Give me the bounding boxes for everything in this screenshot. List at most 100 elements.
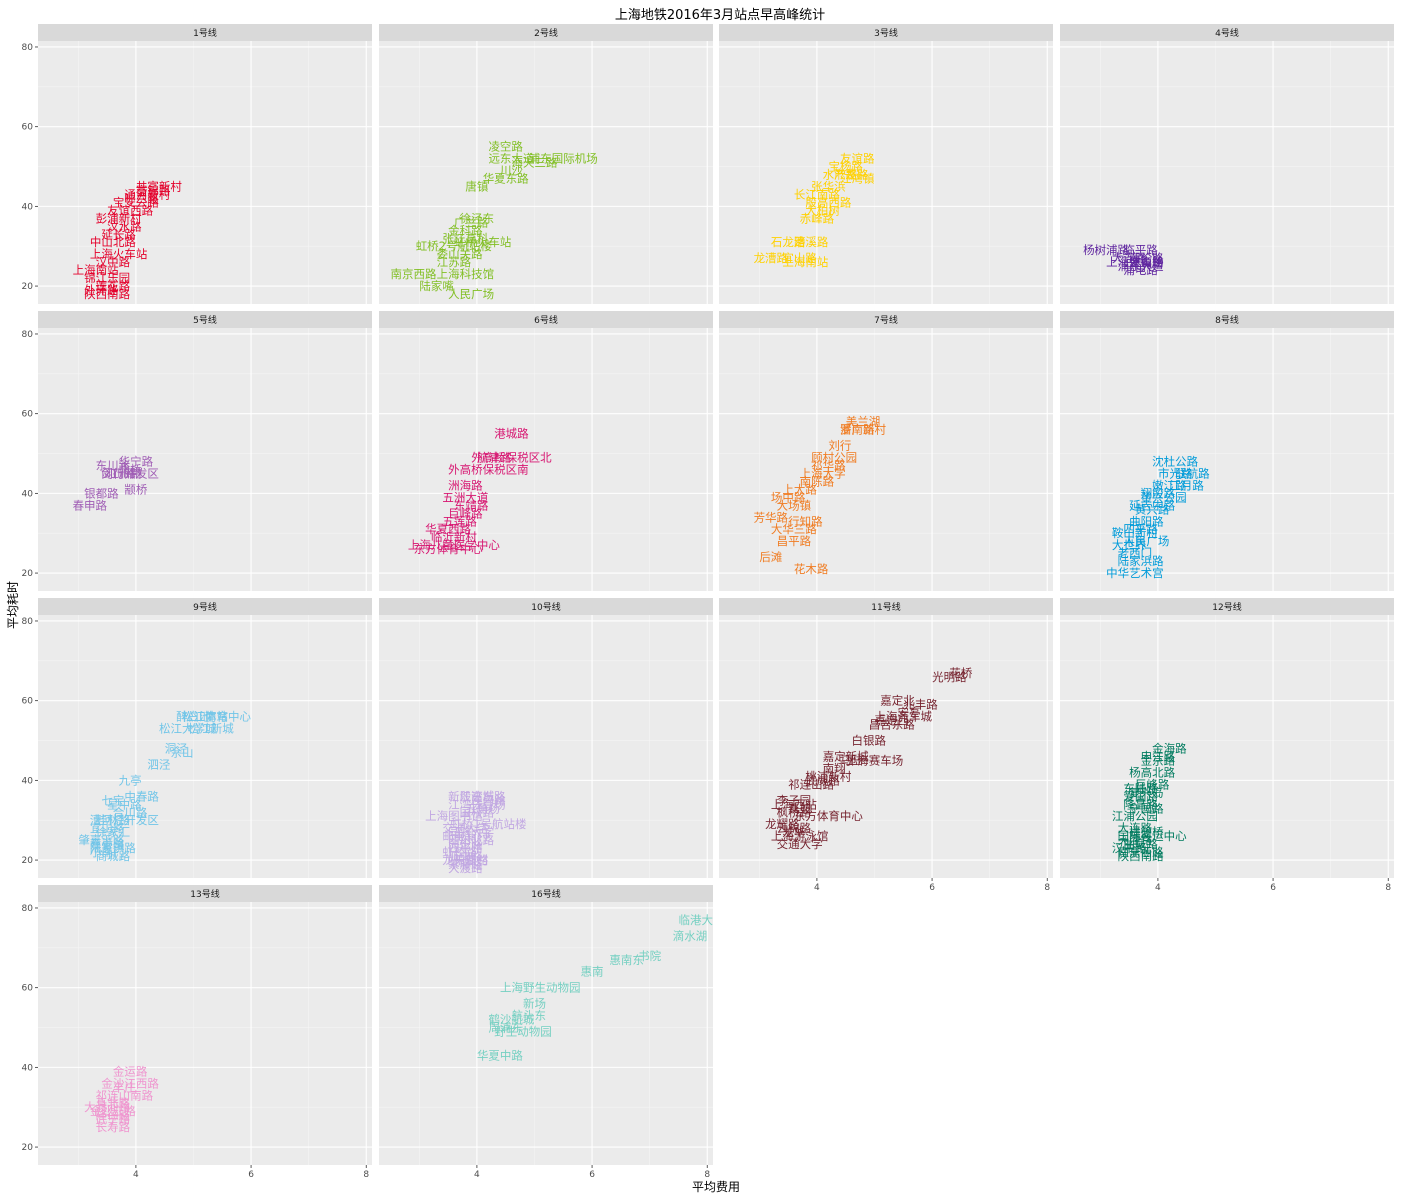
station-label: 松江体育中心 (182, 710, 251, 724)
station-label: 真如 (788, 801, 811, 815)
station-label: 市光路 (1158, 466, 1193, 480)
station-label: 星中路 (107, 797, 142, 811)
station-label: 兆丰路 (903, 698, 938, 712)
station-label: 航头东 (511, 1009, 546, 1023)
y-tick-label: 40 (22, 489, 34, 499)
facet-strip-label: 11号线 (871, 601, 900, 613)
station-label: 后滩 (759, 550, 782, 564)
station-label: 上海汽车城 (875, 710, 933, 724)
station-label: 鹤沙航城 (488, 1013, 534, 1027)
station-label: 上海体育场 (1106, 255, 1164, 269)
station-label: 东陆路 (1123, 781, 1158, 795)
station-label: 宝安公路 (113, 195, 159, 209)
x-tick-label: 6 (929, 883, 935, 893)
station-label: 天潼路 (454, 853, 489, 867)
station-label: 漕河泾开发区 (90, 813, 159, 827)
point-labels: 港城路外高桥保税区北航津路外高桥保税区南洲海路五洲大道东靖路巨峰路五莲路华夏西路… (408, 427, 552, 557)
station-label: 鞍山新村 (1112, 526, 1158, 540)
y-tick-label: 20 (22, 856, 34, 866)
station-label: 嘉定北 (880, 694, 915, 708)
station-label: 浦东国际机场 (529, 152, 598, 166)
station-label: 惠南东 (609, 953, 644, 967)
station-label: 金海路 (1152, 741, 1187, 755)
station-label: 张华浜 (811, 179, 846, 193)
station-label: 南翔 (823, 761, 846, 775)
station-label: 临沂新村 (431, 530, 477, 544)
facet-strip (379, 311, 713, 328)
station-label: 徐泾东 (460, 211, 495, 225)
point-labels: 金海路申江路金京路杨高北路巨峰路东陆路复兴岛爱国路隆昌路宁国路江浦公园大连路提篮… (1112, 741, 1187, 863)
station-label: 临港大道 (678, 913, 724, 927)
station-label: 通河新村 (124, 187, 170, 201)
station-label: 浦电路 (1123, 263, 1158, 277)
station-label: 真北路 (96, 1096, 131, 1110)
station-label: 隆昌路 (1123, 797, 1158, 811)
station-label: 娄山关路 (437, 247, 483, 261)
station-label: 宝杨路 (828, 160, 863, 174)
station-label: 紫藤路 (448, 857, 483, 871)
station-label: 昌吉东路 (869, 718, 915, 732)
station-label: 新江湾城 (448, 789, 494, 803)
station-label: 江浦公园 (1112, 809, 1158, 823)
y-tick-label: 60 (22, 410, 34, 420)
plot-panel (379, 902, 713, 1165)
station-label: 颛桥 (124, 482, 147, 496)
station-label: 中山北路 (90, 235, 136, 249)
station-label: 联航路 (1175, 466, 1210, 480)
station-label: 广兰路 (454, 215, 489, 229)
station-label: 行知路 (788, 514, 823, 528)
station-label: 松江新城 (188, 722, 234, 736)
station-label: 同济大学 (448, 825, 494, 839)
station-label: 潘广路 (840, 423, 875, 437)
station-label: 曲阜路 (1123, 837, 1158, 851)
station-label: 花木路 (794, 562, 829, 576)
facet-strip-label: 7号线 (874, 314, 898, 326)
station-label: 洞泾 (165, 741, 188, 755)
station-label: 江苏路 (437, 255, 472, 269)
station-label: 汶水路 (107, 219, 142, 233)
station-label: 杨高北路 (1129, 765, 1175, 779)
facet-strip (38, 885, 372, 902)
station-label: 临平路 (1123, 243, 1158, 257)
station-label: 枫桥路 (777, 805, 812, 819)
station-label: 黄兴路 (1135, 502, 1170, 516)
station-label: 友谊路 (840, 152, 875, 166)
station-label: 外高桥保税区南 (448, 462, 529, 476)
y-tick-label: 60 (22, 984, 34, 994)
station-label: 徐家汇 (96, 825, 131, 839)
station-label: 友谊西路 (107, 203, 153, 217)
station-label: 杨树浦路 (1083, 243, 1129, 257)
station-label: 上海火车站 (90, 247, 148, 261)
facet-strip (38, 598, 372, 615)
point-labels: 松江南站醉白池松江体育中心松江大学城松江新城洞泾佘山泗泾九亭中春路七宝星中路合川… (78, 710, 251, 863)
station-label: 陕西南路 (1118, 849, 1164, 863)
y-tick-label: 80 (22, 330, 34, 340)
facet-strip-label: 9号线 (193, 601, 217, 613)
facet-strip-label: 4号线 (1215, 27, 1239, 39)
station-label: 石龙路 (771, 235, 806, 249)
y-tick-label: 80 (22, 617, 34, 627)
facet-strip-label: 8号线 (1215, 314, 1239, 326)
station-label: 云锦路 (777, 821, 812, 835)
station-label: 大柏树 (805, 203, 840, 217)
facet-panel: 3号线友谊路宝杨路水产路淞发路江湾镇张华浜长江南路殷高西路大柏树赤峰路石龙路漕溪… (719, 24, 1053, 304)
plot-panel (1060, 41, 1394, 304)
station-label: 宝山路 (1129, 255, 1164, 269)
facet-panel: 11号线 4 6 8 花桥光明路嘉定北兆丰路安亭上海汽车城嘉定西昌吉东路白银路嘉定新城马… (719, 598, 1053, 893)
station-label: 商城路 (96, 849, 131, 863)
x-tick-label: 4 (1155, 883, 1161, 893)
station-label: 莲花路 (96, 279, 131, 293)
point-labels: 友谊路宝杨路水产路淞发路江湾镇张华浜长江南路殷高西路大柏树赤峰路石龙路漕溪路龙漕… (754, 152, 875, 270)
station-label: 黄兴公园 (1141, 490, 1187, 504)
station-label: 松江南站 (182, 710, 228, 724)
facet-panel: 1号线 20 40 60 80 共富新村富锦路通河新村呼兰路宝安公路友谊西路彭浦新村汶水路… (22, 24, 372, 304)
station-label: 惠南 (581, 965, 604, 979)
facet-strip (379, 885, 713, 902)
station-label: 航津路 (477, 451, 512, 465)
facet-panel: 8号线沈杜公路市光路联航路嫩江路江月路翔殷路黄兴公园延吉中路黄兴路曲阳路四平路鞍… (1060, 311, 1394, 591)
facet-strip (1060, 598, 1394, 615)
plot-panel (38, 615, 372, 878)
station-label: 四平路 (1123, 522, 1158, 536)
station-label: 虹桥火车站 (454, 235, 512, 249)
station-label: 上海科技馆 (437, 267, 495, 281)
